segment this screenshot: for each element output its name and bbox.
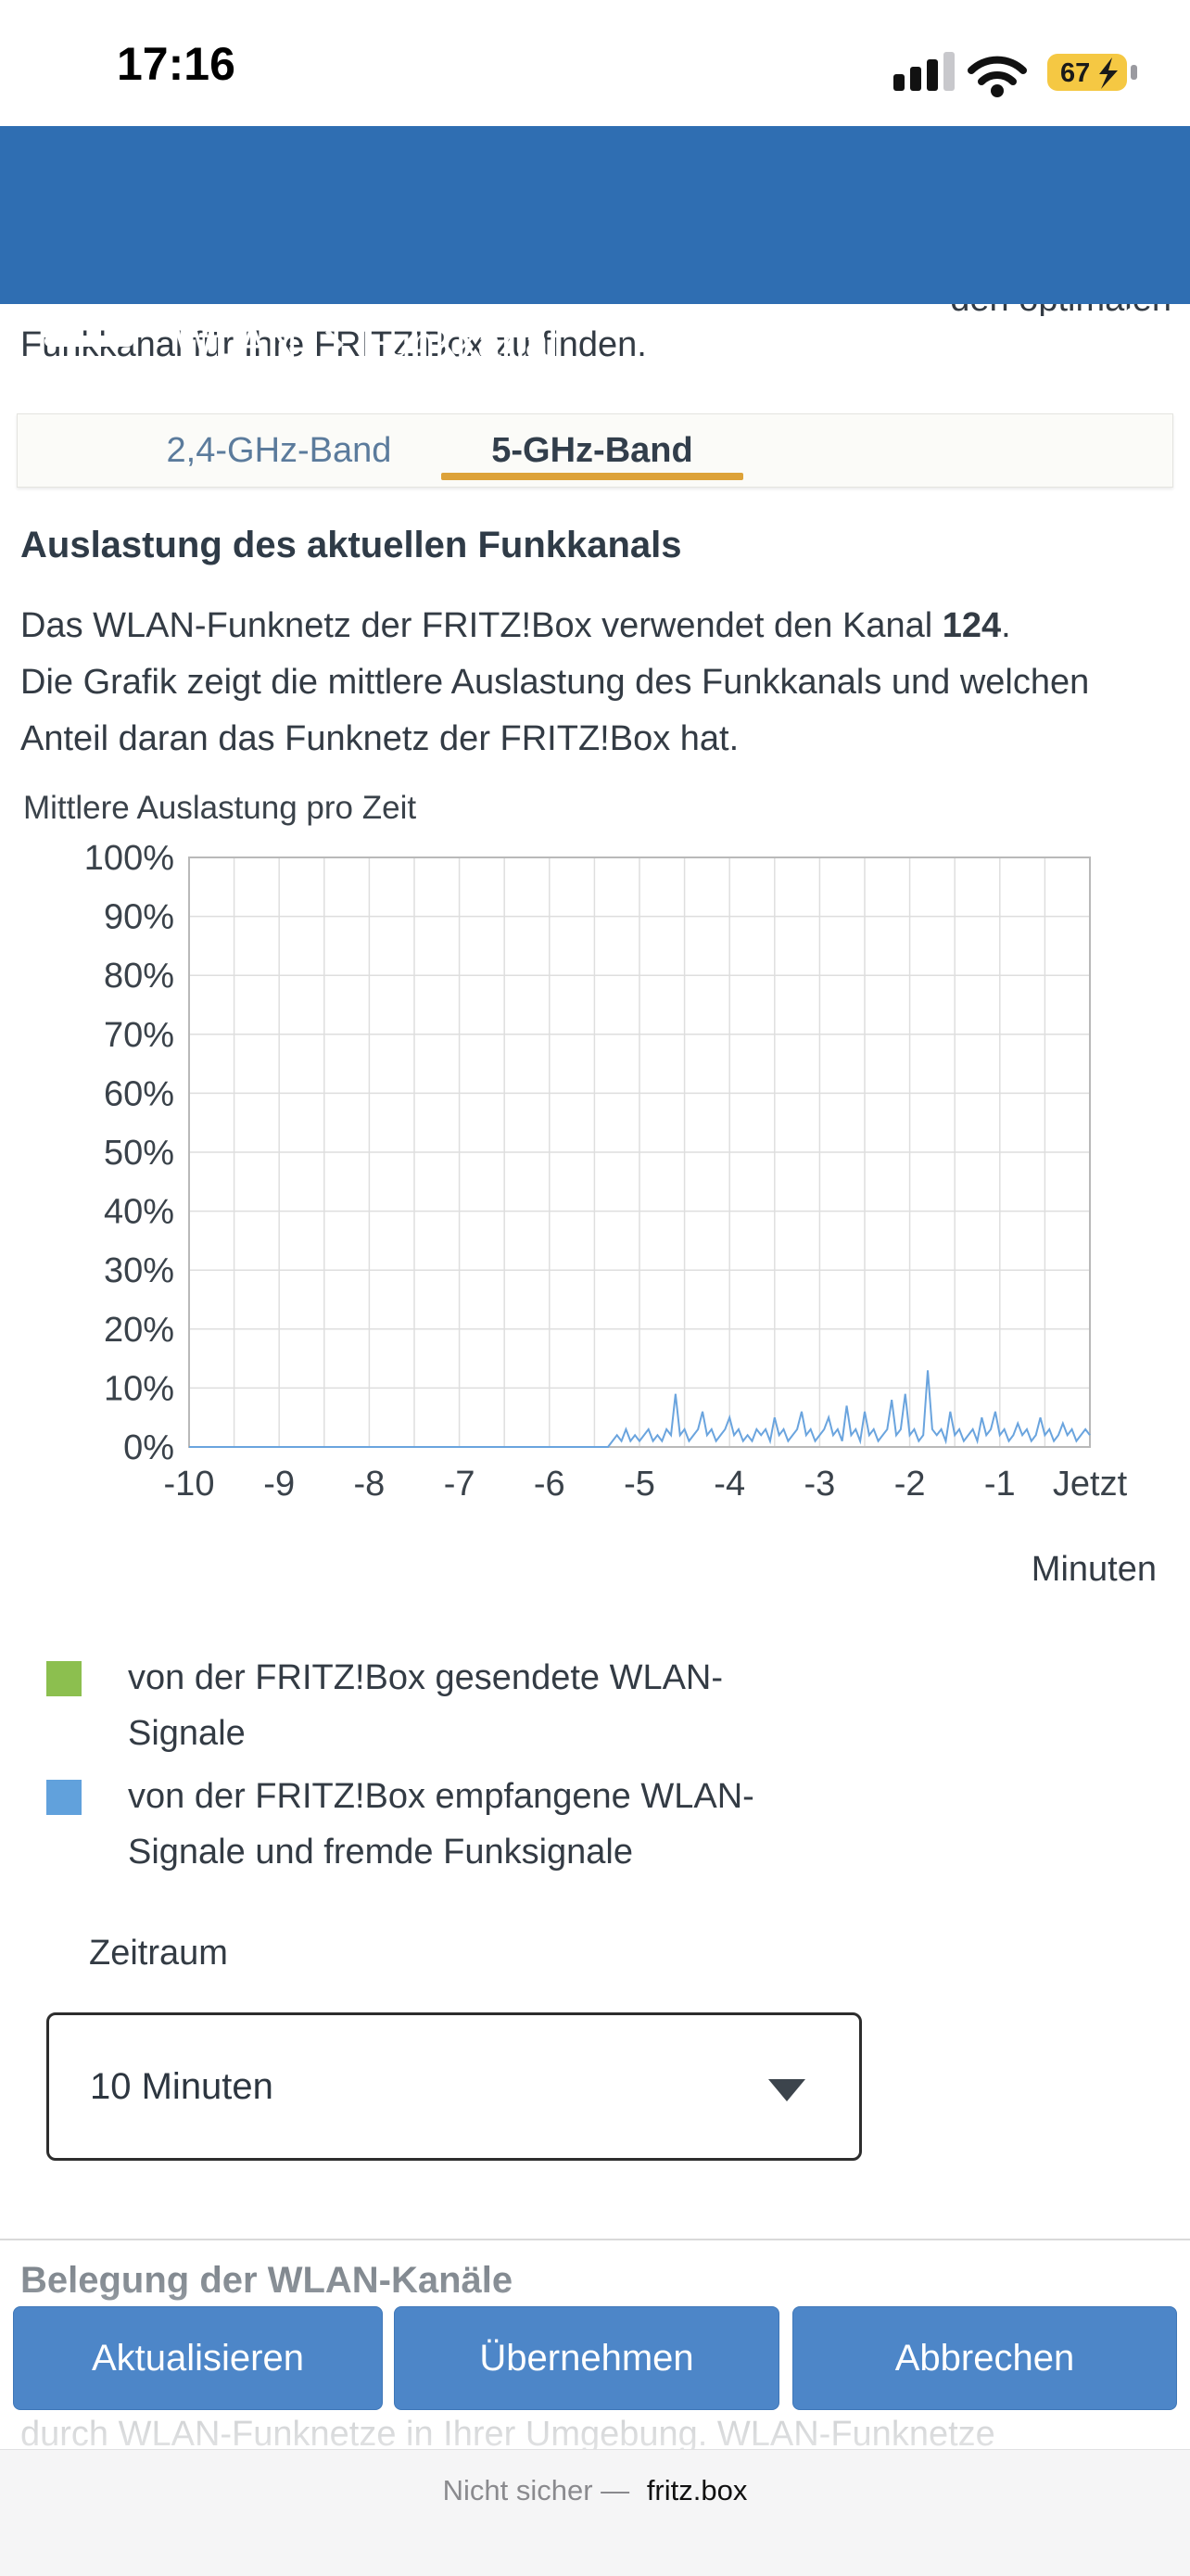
legend-swatch: [46, 1661, 82, 1696]
legend-label: von der FRITZ!Box gesendete WLAN- Signal…: [128, 1658, 724, 1753]
breadcrumb: WLAN Funkkanal: [174, 317, 558, 367]
battery-percent: 67: [1060, 58, 1090, 88]
svg-text:-1: -1: [984, 1465, 1016, 1504]
svg-text:-10: -10: [164, 1465, 215, 1504]
svg-text:80%: 80%: [104, 957, 174, 996]
menu-icon[interactable]: [44, 310, 133, 373]
aktualisieren-button[interactable]: Aktualisieren: [13, 2306, 383, 2410]
svg-text:-4: -4: [714, 1465, 745, 1504]
chart-legend: von der FRITZ!Box gesendete WLAN- Signal…: [46, 1650, 1153, 1887]
legend-row: von der FRITZ!Box empfangene WLAN- Signa…: [46, 1769, 1153, 1880]
svg-text:20%: 20%: [104, 1311, 174, 1350]
tab-5ghz[interactable]: 5-GHz-Band: [436, 414, 749, 487]
abbrechen-button[interactable]: Abbrechen: [792, 2306, 1177, 2410]
wifi-icon: [968, 56, 1027, 97]
band-tab-strip: 2,4-GHz-Band 5-GHz-Band: [17, 413, 1173, 488]
clock: 17:16: [117, 38, 235, 90]
app-header: WLAN Funkkanal: [0, 126, 1190, 373]
footer-button-bar: Aktualisieren Übernehmen Abbrechen: [0, 2306, 1190, 2410]
legend-swatch: [46, 1780, 82, 1815]
section-heading: Auslastung des aktuellen Funkkanals: [20, 525, 682, 565]
chevron-right-icon: [313, 328, 344, 360]
svg-text:-8: -8: [354, 1465, 386, 1504]
browser-url-bar[interactable]: Nicht sicher — fritz.box: [0, 2449, 1190, 2576]
svg-text:0%: 0%: [123, 1428, 174, 1467]
channel-number: 124: [942, 606, 1002, 645]
svg-text:30%: 30%: [104, 1251, 174, 1290]
channel-description: Das WLAN-Funknetz der FRITZ!Box verwende…: [20, 606, 1090, 758]
utilization-chart: 0% 10% 20% 30% 40% 50% 60% 70% 80% 90% 100% -10 -9 -8…: [84, 839, 1128, 1504]
legend-row: von der FRITZ!Box gesendete WLAN- Signal…: [46, 1650, 1153, 1761]
chart-title: Mittlere Auslastung pro Zeit: [23, 790, 417, 826]
svg-text:-5: -5: [624, 1465, 655, 1504]
tab-24ghz[interactable]: 2,4-GHz-Band: [166, 430, 392, 470]
breadcrumb-section: WLAN: [174, 318, 298, 366]
svg-text:-2: -2: [894, 1465, 926, 1504]
svg-text:40%: 40%: [104, 1193, 174, 1232]
uebernehmen-button[interactable]: Übernehmen: [394, 2306, 779, 2410]
url-text: Nicht sicher — fritz.box: [443, 2474, 748, 2576]
domain-label: fritz.box: [646, 2474, 748, 2506]
svg-text:70%: 70%: [104, 1016, 174, 1055]
battery-icon: 67: [1047, 54, 1137, 91]
svg-text:-6: -6: [534, 1465, 565, 1504]
svg-text:-3: -3: [804, 1465, 836, 1504]
kebab-menu-icon[interactable]: [1125, 308, 1138, 380]
breadcrumb-page: Funkkanal: [361, 318, 559, 366]
zeitraum-select[interactable]: 10 Minuten: [46, 2012, 862, 2161]
status-icons: 67: [893, 43, 1153, 105]
charging-bolt-icon: [1099, 57, 1118, 89]
svg-text:60%: 60%: [104, 1074, 174, 1113]
svg-text:-9: -9: [263, 1465, 295, 1504]
clipped-text-line: den optimalen: [20, 304, 1171, 316]
svg-text:Jetzt: Jetzt: [1053, 1465, 1128, 1504]
svg-text:90%: 90%: [104, 898, 174, 937]
svg-text:10%: 10%: [104, 1369, 174, 1408]
chevron-down-icon: [768, 2079, 805, 2101]
zeitraum-selected-value: 10 Minuten: [90, 2065, 273, 2107]
cellular-signal-icon: [893, 52, 955, 91]
ios-status-bar: 17:16 67: [0, 0, 1190, 126]
svg-text:50%: 50%: [104, 1134, 174, 1173]
zeitraum-label: Zeitraum: [89, 1934, 228, 1973]
legend-label: von der FRITZ!Box empfangene WLAN- Signa…: [128, 1777, 754, 1872]
security-label: Nicht sicher —: [442, 2474, 630, 2506]
section-divider: [0, 2239, 1190, 2240]
svg-text:100%: 100%: [84, 839, 174, 878]
chart-x-unit: Minuten: [1031, 1550, 1157, 1589]
svg-text:-7: -7: [444, 1465, 475, 1504]
